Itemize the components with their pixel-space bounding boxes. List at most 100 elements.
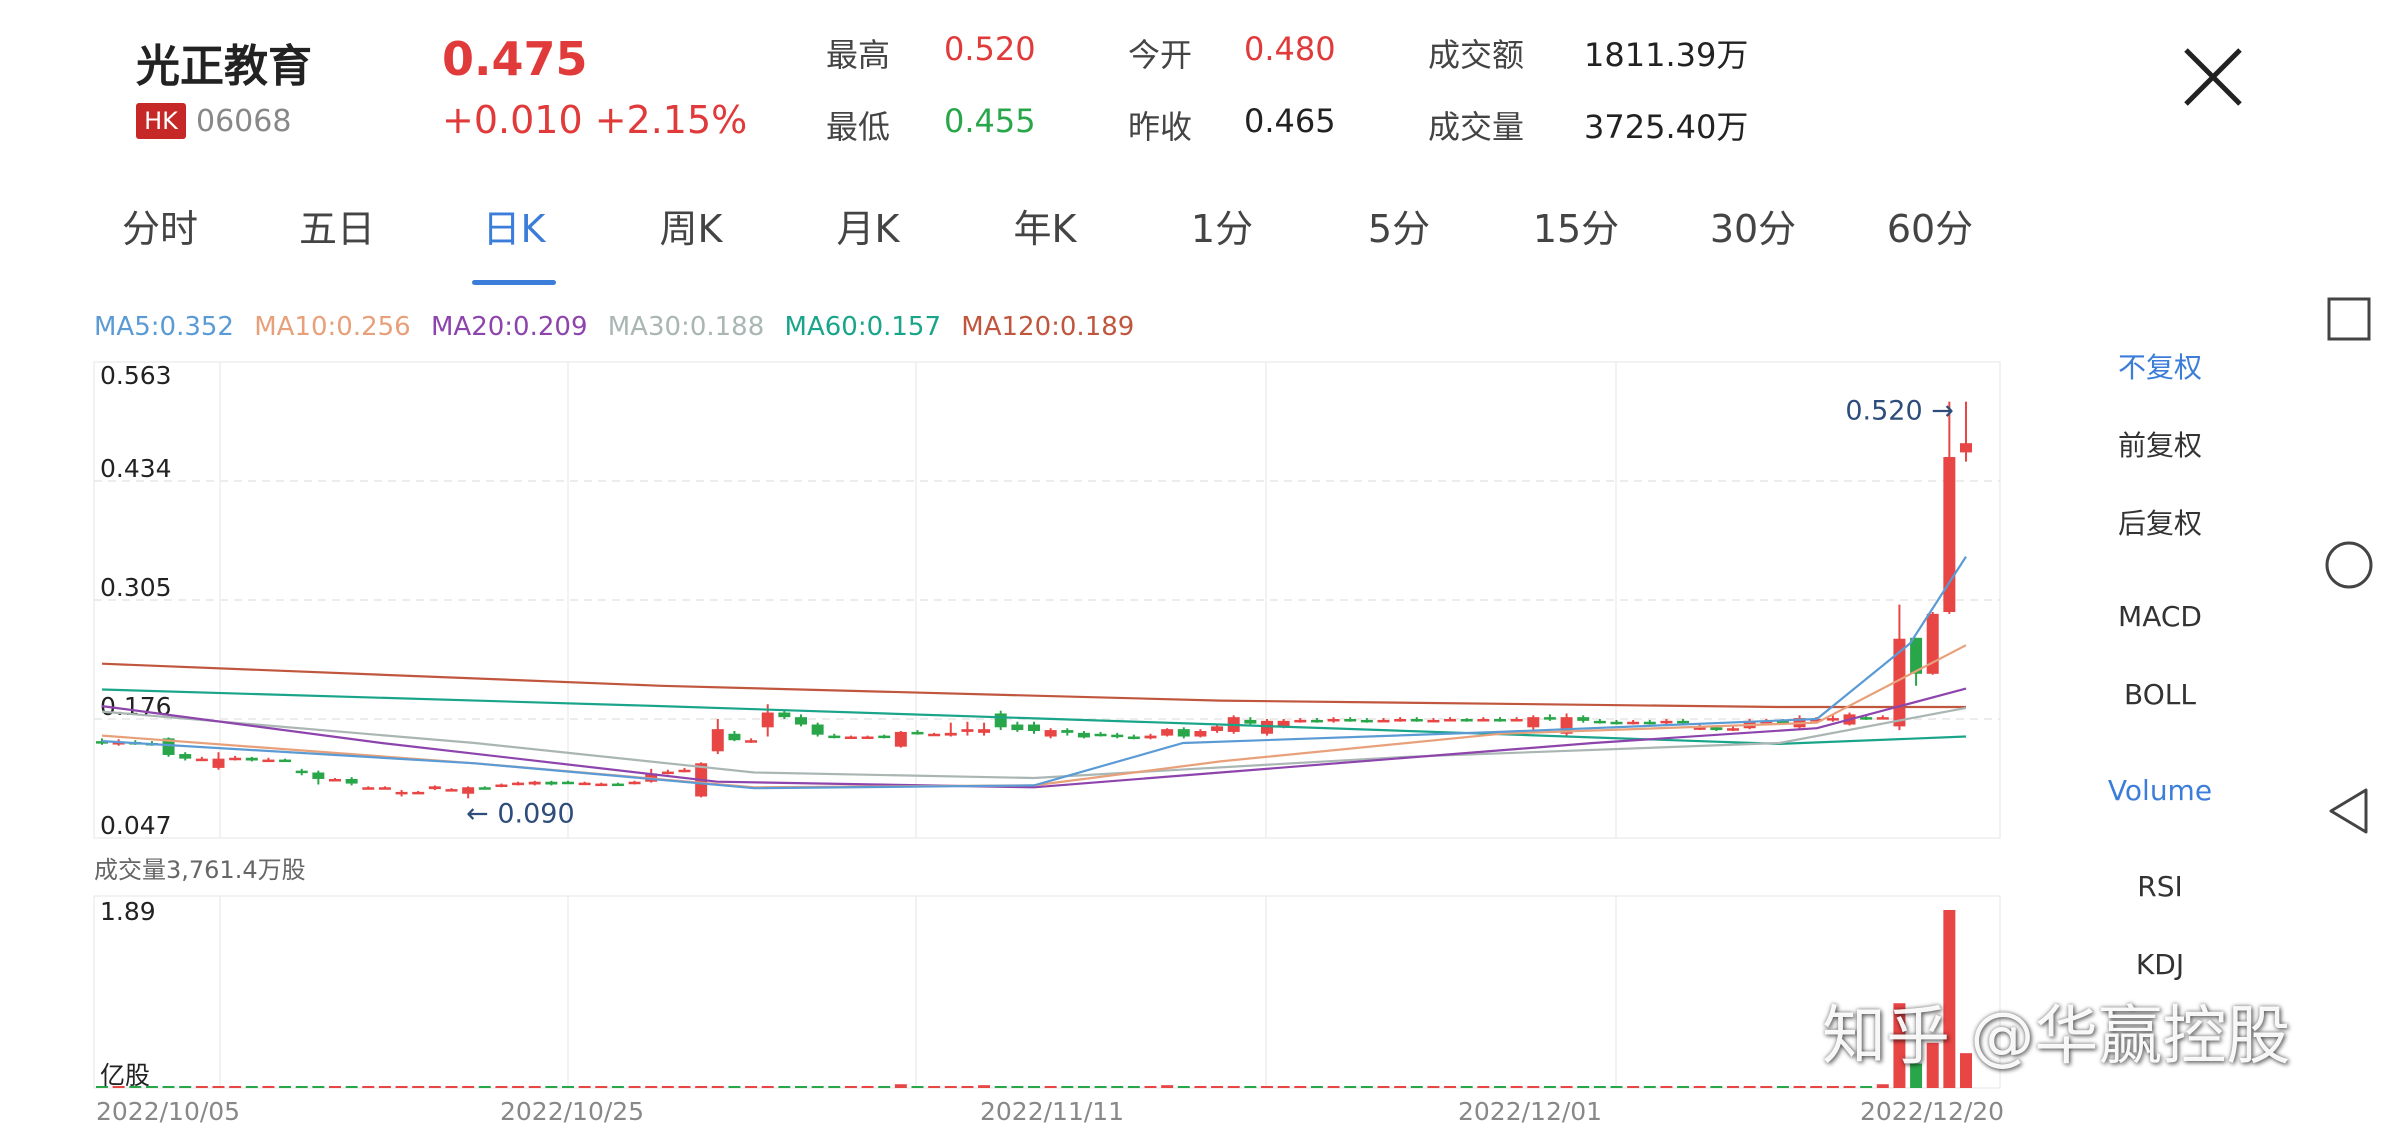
candle-body xyxy=(778,712,791,718)
indicator-macd[interactable]: MACD xyxy=(2118,600,2202,633)
volume-bar xyxy=(678,1086,691,1088)
volume-bar xyxy=(628,1086,641,1088)
volume-bar xyxy=(1727,1086,1739,1088)
prev-close-value: 0.465 xyxy=(1244,102,1336,140)
volume-bar xyxy=(179,1086,192,1088)
volume-bar xyxy=(1227,1086,1240,1088)
candle-body xyxy=(295,770,308,774)
candle-body xyxy=(578,782,591,786)
volume-bar xyxy=(1793,1086,1806,1088)
date-tick-label: 2022/12/20 xyxy=(1860,1097,2004,1126)
candle-body xyxy=(312,772,325,779)
candle-body xyxy=(1810,719,1823,722)
candle-body xyxy=(1893,638,1906,727)
candle-body xyxy=(179,754,192,759)
adjust-none[interactable]: 不复权 xyxy=(2117,351,2202,384)
volume-bar xyxy=(761,1086,774,1088)
indicator-kdj[interactable]: KDJ xyxy=(2135,948,2185,981)
volume-bar xyxy=(545,1086,558,1088)
prev-close-label: 昨收 xyxy=(1128,108,1193,146)
candle-body xyxy=(1543,717,1556,720)
adjust-backward[interactable]: 后复权 xyxy=(2117,507,2202,540)
candle-body xyxy=(329,778,341,782)
tab-15min[interactable]: 15分 xyxy=(1532,207,1620,251)
volume-bar xyxy=(645,1086,658,1088)
volume-bar xyxy=(944,1086,957,1088)
tab-weekly-k[interactable]: 周K xyxy=(659,207,723,251)
candle-body xyxy=(1194,730,1207,737)
volume-bar xyxy=(911,1086,924,1088)
ma10-label: MA10:0.256 xyxy=(254,312,411,342)
tab-five-day[interactable]: 五日 xyxy=(298,207,375,251)
volume-bar xyxy=(1677,1086,1690,1088)
tab-daily-k[interactable]: 日K xyxy=(482,207,546,251)
back-icon[interactable] xyxy=(2326,786,2372,836)
volume-bar xyxy=(595,1086,608,1088)
candle-body xyxy=(911,731,924,735)
tab-yearly-k[interactable]: 年K xyxy=(1013,207,1077,251)
ma60-label: MA60:0.157 xyxy=(784,312,942,342)
volume-panel-border xyxy=(93,895,2001,1089)
volume-bar xyxy=(978,1085,991,1088)
tab-1min[interactable]: 1分 xyxy=(1190,207,1254,251)
candle-body xyxy=(1377,719,1390,723)
volume-bar xyxy=(1011,1086,1024,1088)
stock-code: 06068 xyxy=(196,104,292,139)
candle-body xyxy=(678,769,691,773)
volume-bar xyxy=(695,1086,708,1088)
volume-label: 成交量 xyxy=(1428,108,1525,146)
high-label: 最高 xyxy=(826,36,891,74)
candle-body xyxy=(1177,729,1190,737)
price-change: +0.010 +2.15% xyxy=(442,98,748,142)
volume-bar xyxy=(1061,1086,1074,1088)
volume-bar xyxy=(1693,1086,1706,1088)
volume-summary: 成交量3,761.4万股 xyxy=(94,856,306,884)
candle-body xyxy=(112,742,125,745)
volume-bar xyxy=(1760,1086,1773,1088)
indicator-boll[interactable]: BOLL xyxy=(2124,678,2196,711)
volume-bar xyxy=(145,1086,158,1088)
tab-60min[interactable]: 60分 xyxy=(1886,207,1974,251)
candle-body xyxy=(611,783,624,787)
candle-body xyxy=(1727,728,1739,731)
indicator-volume[interactable]: Volume xyxy=(2107,774,2213,807)
candle-body xyxy=(844,736,857,740)
ma-line-ma20 xyxy=(101,687,1967,789)
volume-bar xyxy=(229,1086,242,1088)
candle-body xyxy=(162,738,175,755)
close-button[interactable] xyxy=(2180,44,2246,110)
date-tick-label: 2022/10/05 xyxy=(96,1097,240,1126)
candle-body xyxy=(1077,732,1090,738)
tab-intraday[interactable]: 分时 xyxy=(121,207,198,251)
volume-bar xyxy=(162,1086,175,1088)
volume-bar xyxy=(844,1086,857,1088)
candle-body xyxy=(1444,719,1457,722)
volume-bar xyxy=(1543,1086,1556,1088)
low-label: 最低 xyxy=(826,108,891,146)
candle-body xyxy=(1610,721,1623,725)
indicator-rsi[interactable]: RSI xyxy=(2137,870,2183,903)
ma-line-ma5 xyxy=(101,556,1967,790)
recent-apps-icon[interactable] xyxy=(2326,296,2372,342)
volume-bar xyxy=(1893,1003,1906,1088)
volume-bar xyxy=(1710,1086,1723,1088)
ma5-label: MA5:0.352 xyxy=(94,312,234,342)
price-tick-label: 0.305 xyxy=(100,573,172,602)
adjust-forward[interactable]: 前复权 xyxy=(2117,429,2202,462)
candle-body xyxy=(528,781,541,785)
home-icon[interactable] xyxy=(2324,540,2374,590)
candle-body xyxy=(512,782,525,786)
volume-bar xyxy=(1194,1086,1207,1088)
tab-30min[interactable]: 30分 xyxy=(1709,207,1797,251)
candle-body xyxy=(412,791,425,795)
tab-5min[interactable]: 5分 xyxy=(1367,207,1431,251)
candle-body xyxy=(1926,613,1939,674)
tab-monthly-k[interactable]: 月K xyxy=(836,207,900,251)
volume-bar xyxy=(1527,1086,1540,1088)
current-price: 0.475 xyxy=(442,32,588,86)
candle-body xyxy=(711,729,724,752)
volume-bar xyxy=(1776,1086,1789,1088)
candle-body xyxy=(1776,720,1789,724)
ma20-label: MA20:0.209 xyxy=(430,312,588,342)
